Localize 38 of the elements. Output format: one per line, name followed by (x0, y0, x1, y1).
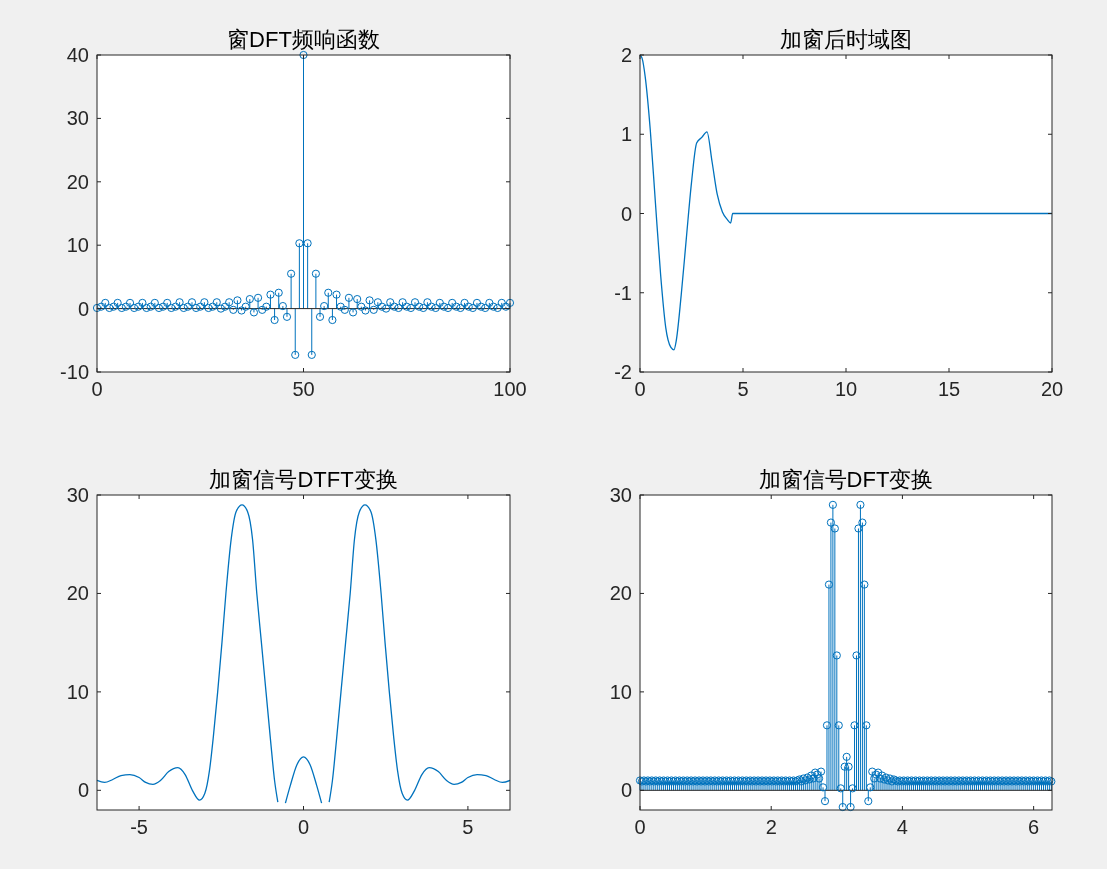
chart-title: 窗DFT频响函数 (227, 27, 380, 52)
y-tick-label: 30 (66, 484, 89, 506)
chart-title: 加窗信号DTFT变换 (209, 467, 398, 492)
x-tick-label: 6 (1028, 816, 1040, 838)
y-tick-label: 30 (609, 484, 632, 506)
y-tick-label: 0 (620, 202, 632, 225)
y-tick-label: 0 (77, 297, 89, 320)
x-tick-label: 0 (634, 816, 646, 838)
y-tick-label: -2 (614, 361, 632, 383)
y-tick-label: 10 (609, 680, 632, 703)
y-tick-label: 2 (620, 44, 632, 66)
y-tick-label: 10 (66, 234, 89, 257)
y-tick-label: 10 (66, 680, 89, 703)
y-tick-label: -10 (60, 361, 89, 383)
x-tick-label: 50 (292, 378, 315, 400)
y-tick-label: 0 (77, 779, 89, 802)
x-tick-label: 0 (91, 378, 103, 400)
y-tick-label: -1 (614, 281, 632, 304)
y-tick-label: 40 (66, 44, 89, 66)
x-tick-label: 15 (937, 378, 961, 400)
x-tick-label: -5 (130, 816, 148, 838)
y-tick-label: 20 (66, 170, 89, 193)
y-tick-label: 30 (66, 107, 89, 130)
y-tick-label: 20 (609, 582, 632, 605)
x-tick-label: 5 (462, 816, 474, 838)
x-tick-label: 100 (493, 378, 527, 400)
x-tick-label: 0 (297, 816, 310, 838)
chart-title: 加窗后时域图 (780, 27, 912, 52)
chart-title: 加窗信号DFT变换 (758, 467, 934, 492)
y-tick-label: 1 (620, 123, 632, 146)
x-tick-label: 10 (834, 378, 858, 400)
y-tick-label: 20 (66, 582, 89, 605)
x-tick-label: 4 (896, 816, 908, 838)
x-tick-label: 2 (765, 816, 777, 838)
x-tick-label: 20 (1040, 378, 1064, 400)
y-tick-label: 0 (620, 779, 632, 802)
x-tick-label: 0 (634, 378, 646, 400)
x-tick-label: 5 (737, 378, 749, 400)
